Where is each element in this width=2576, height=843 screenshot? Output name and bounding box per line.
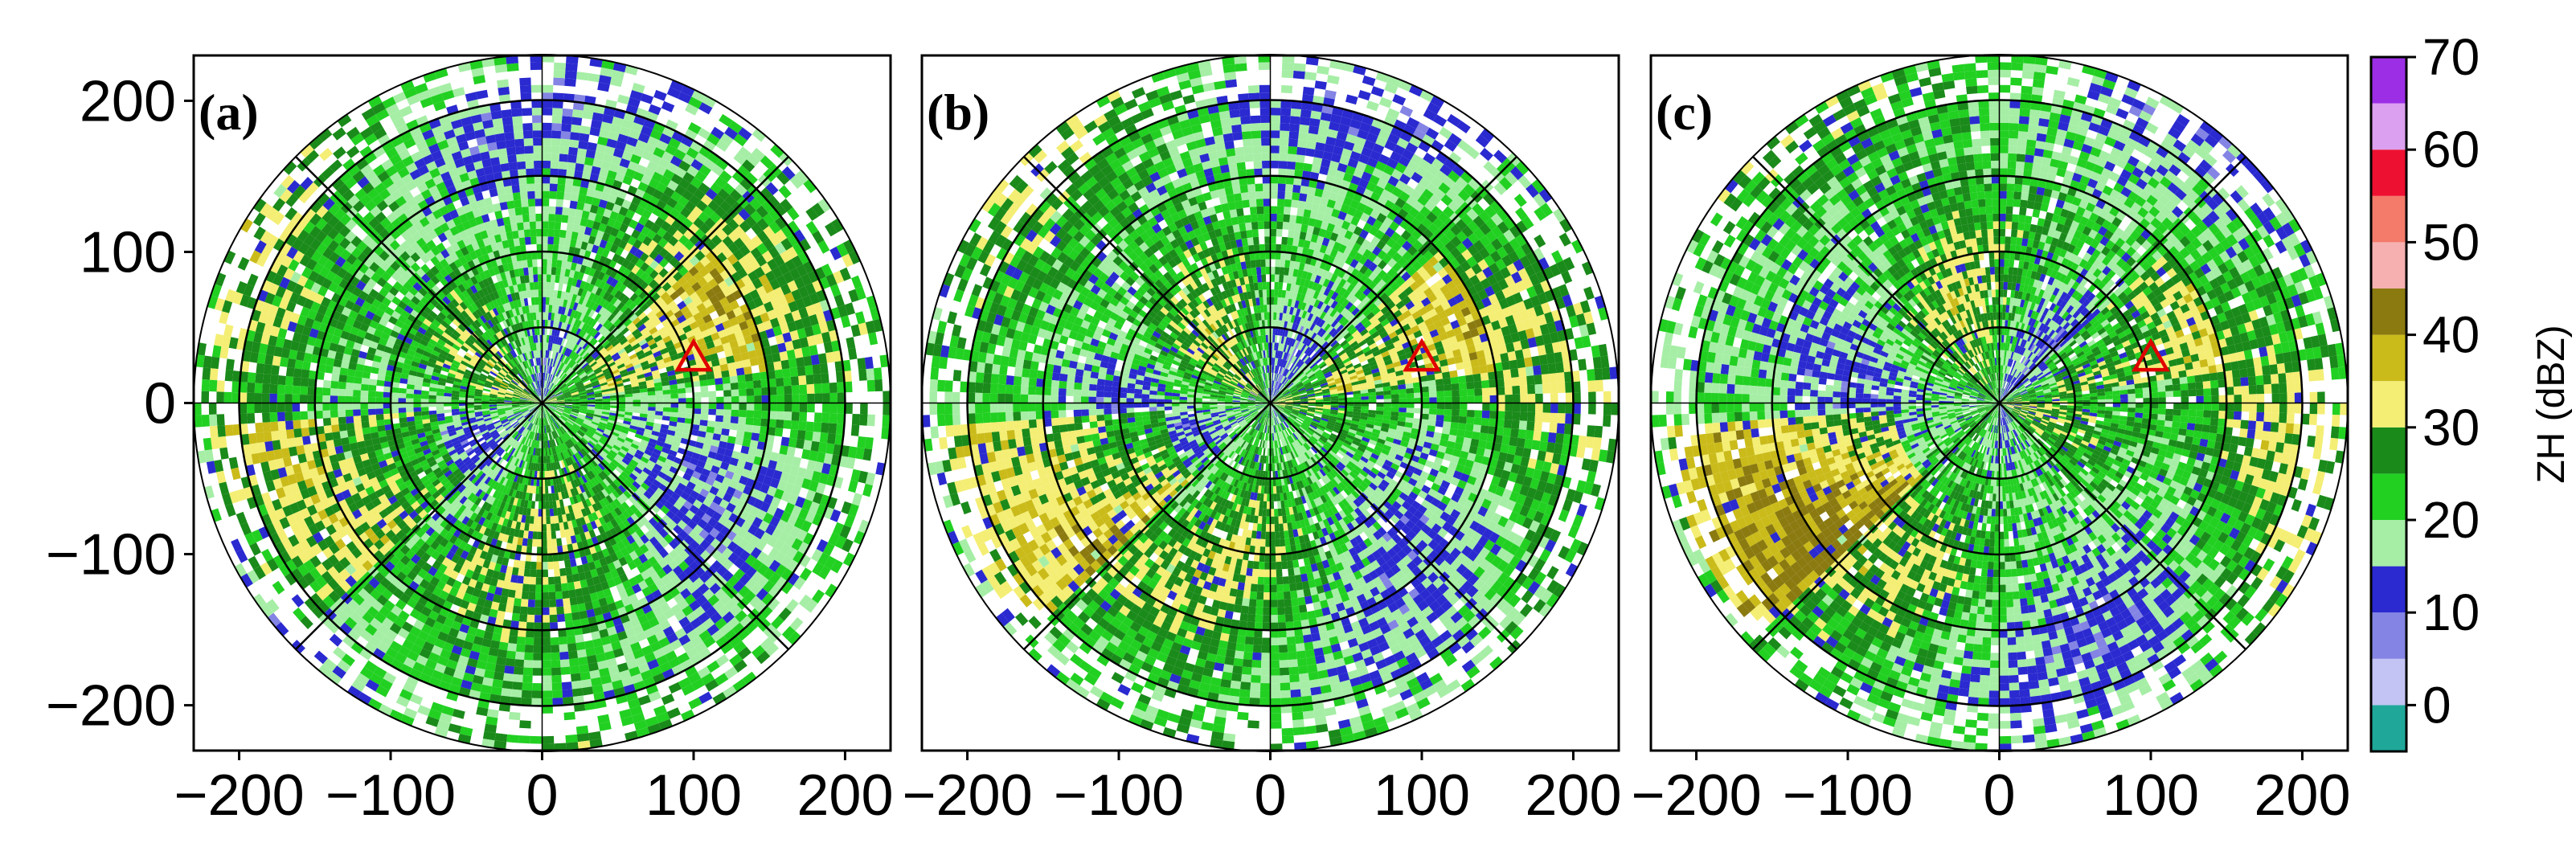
reflectivity-field — [922, 55, 1619, 751]
x-tick-label: 0 — [526, 763, 558, 828]
colorbar-tick-label: 30 — [2422, 399, 2480, 456]
colorbar-bin — [2371, 612, 2406, 659]
radar-panel: −200 −100 0 100 200 (c) — [1631, 54, 2351, 828]
x-tick-label: 100 — [1374, 763, 1470, 828]
x-tick-label: 0 — [1983, 763, 2015, 828]
x-tick-label: 0 — [1254, 763, 1286, 828]
colorbar-bin — [2371, 289, 2406, 335]
y-tick-label: −100 — [46, 523, 176, 587]
colorbar-tick-label: 60 — [2422, 121, 2480, 178]
x-tick-label: 100 — [645, 763, 742, 828]
azimuth-spoke — [541, 156, 789, 404]
site-marker-triangle — [1403, 338, 1441, 372]
y-tick-label: 100 — [80, 220, 176, 284]
azimuth-spoke — [1023, 402, 1272, 650]
colorbar-bin — [2371, 195, 2406, 243]
colorbar-bin — [2371, 149, 2406, 196]
radar-panel: −200 −100 0 100 200 (b) — [902, 54, 1622, 828]
azimuth-spoke — [1998, 402, 2246, 650]
y-tick-label: 200 — [80, 69, 176, 133]
panel-label: (b) — [927, 84, 989, 141]
x-tick-label: 200 — [797, 763, 893, 828]
x-tick-label: −100 — [1783, 763, 1913, 828]
x-tick-label: 200 — [1525, 763, 1621, 828]
site-marker-triangle — [2132, 338, 2170, 372]
colorbar-frame — [2369, 55, 2408, 753]
azimuth-spoke — [295, 156, 543, 404]
azimuth-spoke — [1998, 156, 2246, 404]
azimuth-spoke — [1752, 402, 2001, 650]
colorbar-bin — [2371, 705, 2406, 751]
x-tick-label: −100 — [1054, 763, 1184, 828]
colorbar: 0 10 20 30 40 50 60 70 ZH (dBZ) — [2369, 28, 2573, 753]
y-tick-label: 0 — [144, 372, 176, 436]
azimuth-spoke — [1752, 156, 2001, 404]
colorbar-tick-label: 50 — [2422, 213, 2480, 271]
colorbar-bin — [2371, 520, 2406, 567]
colorbar-tick-label: 70 — [2422, 28, 2480, 86]
colorbar-bin — [2371, 334, 2406, 382]
y-tick-label: −200 — [46, 674, 176, 739]
colorbar-label: ZH (dBZ) — [2530, 325, 2573, 483]
colorbar-bin — [2371, 242, 2406, 289]
x-tick-label: 100 — [2103, 763, 2199, 828]
colorbar-tick-label: 20 — [2422, 491, 2480, 549]
colorbar-bin — [2371, 427, 2406, 474]
reflectivity-field — [194, 55, 891, 751]
azimuth-spoke — [541, 402, 789, 650]
panel-label: (c) — [1656, 84, 1713, 141]
colorbar-bin — [2371, 103, 2406, 150]
panel-label: (a) — [199, 84, 259, 141]
colorbar-bin — [2371, 658, 2406, 706]
x-tick-label: 200 — [2254, 763, 2350, 828]
colorbar-bin — [2371, 381, 2406, 428]
azimuth-spoke — [1023, 156, 1272, 404]
x-tick-label: −200 — [902, 763, 1032, 828]
x-tick-label: −200 — [1631, 763, 1761, 828]
colorbar-bin — [2371, 473, 2406, 520]
x-tick-label: −100 — [326, 763, 456, 828]
azimuth-spoke — [295, 402, 543, 650]
azimuth-spoke — [1269, 156, 1517, 404]
colorbar-tick-label: 0 — [2422, 676, 2451, 734]
site-marker-triangle — [674, 338, 713, 372]
colorbar-bin — [2371, 57, 2406, 104]
colorbar-tick-label: 10 — [2422, 583, 2480, 641]
colorbar-bin — [2371, 566, 2406, 613]
colorbar-tick-label: 40 — [2422, 306, 2480, 364]
radar-panel: −200 −100 0 100 200 −200 −100 0 100 200 (a) — [46, 54, 894, 828]
x-tick-label: −200 — [174, 763, 304, 828]
azimuth-spoke — [1269, 402, 1517, 650]
